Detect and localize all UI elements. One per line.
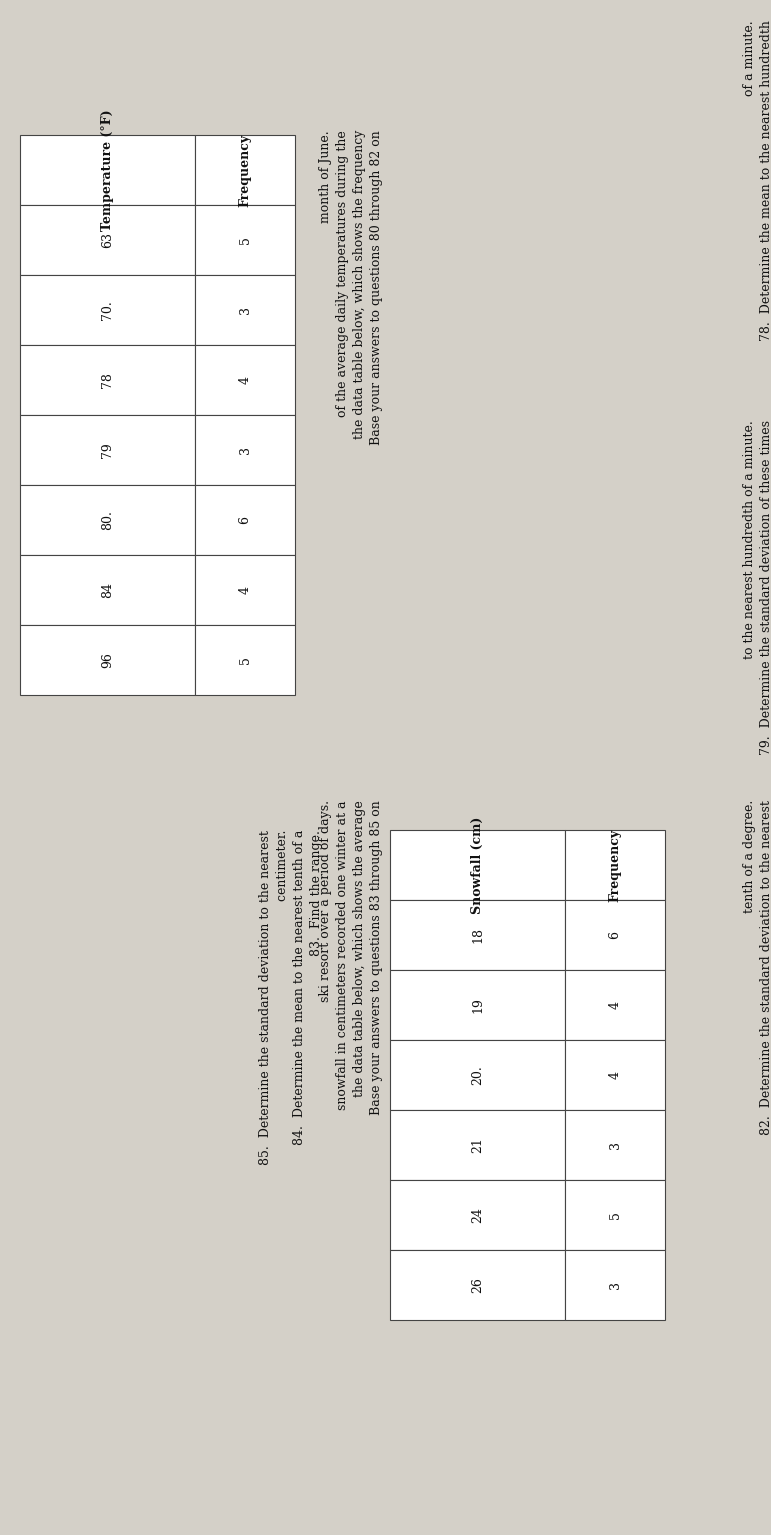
- Text: 78: 78: [101, 371, 114, 388]
- Bar: [20, 345, 195, 414]
- Text: 70.: 70.: [101, 301, 114, 319]
- Bar: [390, 1041, 565, 1110]
- Text: 4: 4: [238, 586, 251, 594]
- Bar: [20, 414, 195, 485]
- Bar: [565, 830, 665, 900]
- Text: centimeter.: centimeter.: [276, 830, 289, 926]
- Bar: [390, 1110, 565, 1180]
- Bar: [390, 830, 565, 900]
- Text: 26: 26: [471, 1277, 484, 1292]
- Bar: [565, 1180, 665, 1249]
- Text: 3: 3: [238, 305, 251, 315]
- Text: of the average daily temperatures during the: of the average daily temperatures during…: [336, 130, 349, 416]
- Text: 82.  Determine the standard deviation to the nearest: 82. Determine the standard deviation to …: [760, 800, 771, 1134]
- Bar: [390, 970, 565, 1041]
- Bar: [20, 625, 195, 695]
- Text: Base your answers to questions 80 through 82 on: Base your answers to questions 80 throug…: [370, 130, 383, 445]
- Bar: [390, 900, 565, 970]
- Bar: [20, 556, 195, 625]
- Text: 3: 3: [238, 447, 251, 454]
- Bar: [20, 135, 195, 206]
- Text: 4: 4: [608, 1071, 621, 1079]
- Text: ski resort over a period of days.: ski resort over a period of days.: [319, 800, 332, 1002]
- Text: 19: 19: [471, 998, 484, 1013]
- Text: 84.  Determine the mean to the nearest tenth of a: 84. Determine the mean to the nearest te…: [293, 830, 306, 1145]
- Text: 24: 24: [471, 1207, 484, 1223]
- Text: 6: 6: [238, 516, 251, 523]
- Text: snowfall in centimeters recorded one winter at a: snowfall in centimeters recorded one win…: [336, 800, 349, 1110]
- Text: 78.  Determine the mean to the nearest hundredth: 78. Determine the mean to the nearest hu…: [760, 20, 771, 341]
- Text: 6: 6: [608, 932, 621, 939]
- Text: 63: 63: [101, 232, 114, 249]
- Bar: [195, 414, 295, 485]
- Text: 85.  Determine the standard deviation to the nearest: 85. Determine the standard deviation to …: [259, 830, 272, 1165]
- Text: 84: 84: [101, 582, 114, 599]
- Text: of a minute.: of a minute.: [743, 20, 756, 120]
- Text: Snowfall (cm): Snowfall (cm): [471, 817, 484, 913]
- Text: 80.: 80.: [101, 510, 114, 530]
- Text: 5: 5: [238, 236, 251, 244]
- Text: to the nearest hundredth of a minute.: to the nearest hundredth of a minute.: [743, 421, 756, 683]
- Text: Frequency: Frequency: [608, 829, 621, 901]
- Bar: [20, 206, 195, 275]
- Text: 3: 3: [608, 1282, 621, 1289]
- Text: 79: 79: [101, 442, 114, 457]
- Text: month of June.: month of June.: [319, 130, 332, 223]
- Text: 18: 18: [471, 927, 484, 942]
- Bar: [565, 1110, 665, 1180]
- Bar: [565, 1041, 665, 1110]
- Text: 21: 21: [471, 1137, 484, 1153]
- Text: 3: 3: [608, 1141, 621, 1150]
- Text: 5: 5: [238, 655, 251, 665]
- Bar: [195, 625, 295, 695]
- Bar: [195, 275, 295, 345]
- Bar: [390, 1249, 565, 1320]
- Text: 79.  Determine the standard deviation of these times: 79. Determine the standard deviation of …: [760, 421, 771, 755]
- Text: the data table below, which shows the average: the data table below, which shows the av…: [353, 800, 366, 1096]
- Bar: [390, 1180, 565, 1249]
- Text: 20.: 20.: [471, 1065, 484, 1085]
- Text: Temperature (°F): Temperature (°F): [101, 109, 114, 230]
- Text: the data table below, which shows the frequency: the data table below, which shows the fr…: [353, 130, 366, 439]
- Bar: [565, 900, 665, 970]
- Bar: [565, 1249, 665, 1320]
- Bar: [195, 345, 295, 414]
- Bar: [20, 485, 195, 556]
- Text: 96: 96: [101, 652, 114, 668]
- Bar: [20, 275, 195, 345]
- Text: 5: 5: [608, 1211, 621, 1219]
- Text: 83.  Find the range.: 83. Find the range.: [310, 830, 323, 956]
- Bar: [195, 206, 295, 275]
- Bar: [195, 485, 295, 556]
- Bar: [195, 135, 295, 206]
- Text: 4: 4: [238, 376, 251, 384]
- Text: tenth of a degree.: tenth of a degree.: [743, 800, 756, 938]
- Bar: [565, 970, 665, 1041]
- Text: 4: 4: [608, 1001, 621, 1008]
- Text: Base your answers to questions 83 through 85 on: Base your answers to questions 83 throug…: [370, 800, 383, 1114]
- Text: Frequency: Frequency: [238, 134, 251, 207]
- Bar: [195, 556, 295, 625]
